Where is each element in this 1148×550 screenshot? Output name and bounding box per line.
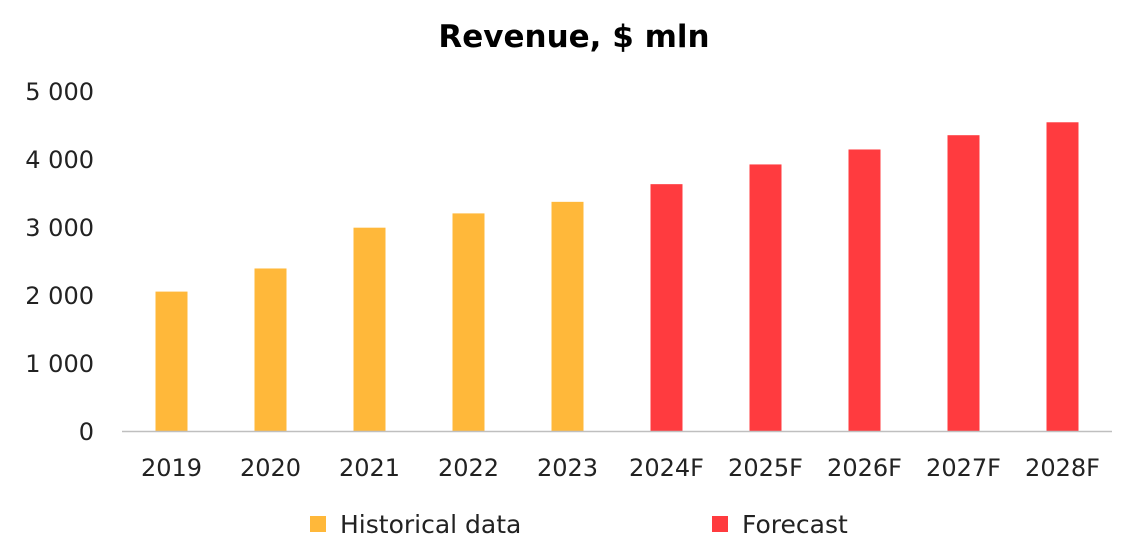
y-tick-label: 0 xyxy=(79,418,94,446)
x-tick-label: 2021 xyxy=(339,454,400,482)
x-tick-label: 2020 xyxy=(240,454,301,482)
x-axis-ticks: 2019 2020 2021 2022 2023 2024F 2025F 2026F 2027F… xyxy=(141,454,1100,482)
bar-2020 xyxy=(254,268,287,431)
legend-swatch-historical xyxy=(310,516,326,532)
y-tick-label: 2 000 xyxy=(25,282,94,310)
bars xyxy=(155,122,1079,432)
bar-2028f xyxy=(1046,122,1079,431)
x-tick-label: 2025F xyxy=(728,454,803,482)
chart-title: Revenue, $ mln xyxy=(438,19,709,55)
y-tick-label: 3 000 xyxy=(25,214,94,242)
x-tick-label: 2022 xyxy=(438,454,499,482)
legend-label-historical: Historical data xyxy=(340,510,521,539)
y-tick-label: 1 000 xyxy=(25,350,94,378)
legend: Historical data Forecast xyxy=(310,510,848,539)
legend-label-forecast: Forecast xyxy=(742,510,848,539)
bar-2025f xyxy=(749,164,782,431)
y-tick-label: 4 000 xyxy=(25,146,94,174)
bar-2019 xyxy=(155,291,188,431)
bar-2027f xyxy=(947,135,980,431)
bar-2022 xyxy=(452,213,485,431)
x-tick-label: 2026F xyxy=(827,454,902,482)
y-tick-label: 5 000 xyxy=(25,78,94,106)
bar-2024f xyxy=(650,184,683,431)
bar-2023 xyxy=(551,201,584,431)
x-tick-label: 2027F xyxy=(926,454,1001,482)
legend-swatch-forecast xyxy=(712,516,728,532)
x-tick-label: 2023 xyxy=(537,454,598,482)
x-tick-label: 2028F xyxy=(1025,454,1100,482)
bar-2026f xyxy=(848,149,881,432)
y-axis-ticks: 0 1 000 2 000 3 000 4 000 5 000 xyxy=(25,78,94,446)
x-tick-label: 2024F xyxy=(629,454,704,482)
bar-2021 xyxy=(353,227,386,431)
x-tick-label: 2019 xyxy=(141,454,202,482)
